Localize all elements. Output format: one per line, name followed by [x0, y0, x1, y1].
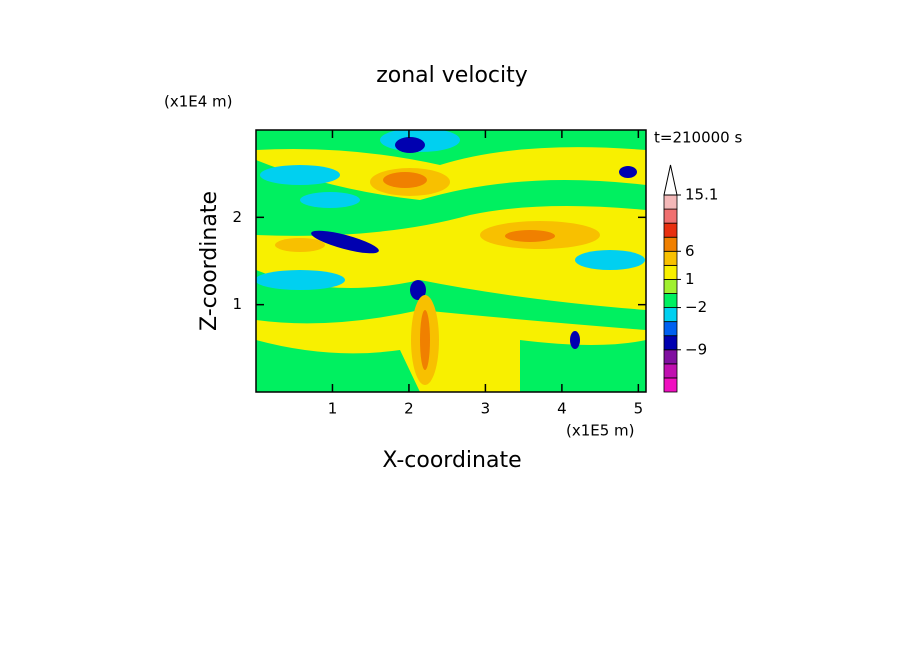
plot-frame — [255, 129, 647, 393]
colorbar-segment — [663, 349, 678, 365]
colorbar-segment — [663, 377, 678, 393]
colorbar-label: 1 — [685, 270, 695, 288]
x-unit: (x1E5 m) — [566, 422, 635, 440]
x-tick-label: 5 — [634, 400, 644, 418]
colorbar-segment — [663, 236, 678, 252]
colorbar-segment — [663, 293, 678, 308]
colorbar-segment — [663, 321, 678, 337]
colorbar-label: −9 — [685, 340, 707, 358]
y-tick-label: 2 — [232, 208, 242, 226]
colorbar-segment — [663, 279, 678, 294]
x-tick-label: 1 — [328, 400, 338, 418]
x-tick-label: 3 — [481, 400, 491, 418]
contour-field — [256, 130, 646, 392]
colorbar-segment — [663, 250, 678, 266]
x-axis-label: X-coordinate — [382, 448, 521, 473]
colorbar-segment — [663, 208, 678, 224]
y-axis-label: Z-coordinate — [197, 191, 222, 331]
x-tick-label: 2 — [404, 400, 414, 418]
colorbar-label: 15.1 — [685, 186, 718, 204]
colorbar-segment — [663, 222, 678, 238]
colorbar-segment — [663, 363, 678, 379]
colorbar-arrow — [663, 164, 678, 196]
x-tick-label: 4 — [557, 400, 567, 418]
colorbar-label: 6 — [685, 242, 695, 260]
chart-title: zonal velocity — [376, 63, 528, 88]
colorbar-segment — [663, 335, 678, 351]
colorbar-label: −2 — [685, 298, 707, 316]
time-label: t=210000 s — [654, 129, 742, 147]
colorbar-segment — [663, 307, 678, 323]
y-unit: (x1E4 m) — [164, 93, 233, 111]
colorbar-segment — [663, 194, 678, 210]
y-tick-label: 1 — [232, 295, 242, 313]
colorbar-segment — [663, 264, 678, 280]
